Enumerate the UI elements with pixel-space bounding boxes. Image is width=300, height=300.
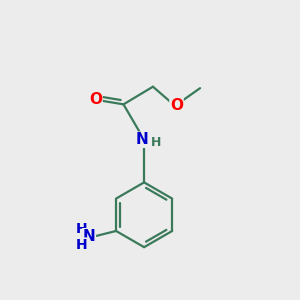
Text: N: N: [82, 229, 95, 244]
Text: O: O: [170, 98, 183, 113]
Text: H: H: [76, 222, 87, 236]
Text: H: H: [76, 238, 87, 252]
Text: O: O: [89, 92, 102, 107]
Text: H: H: [151, 136, 162, 149]
Text: N: N: [135, 132, 148, 147]
